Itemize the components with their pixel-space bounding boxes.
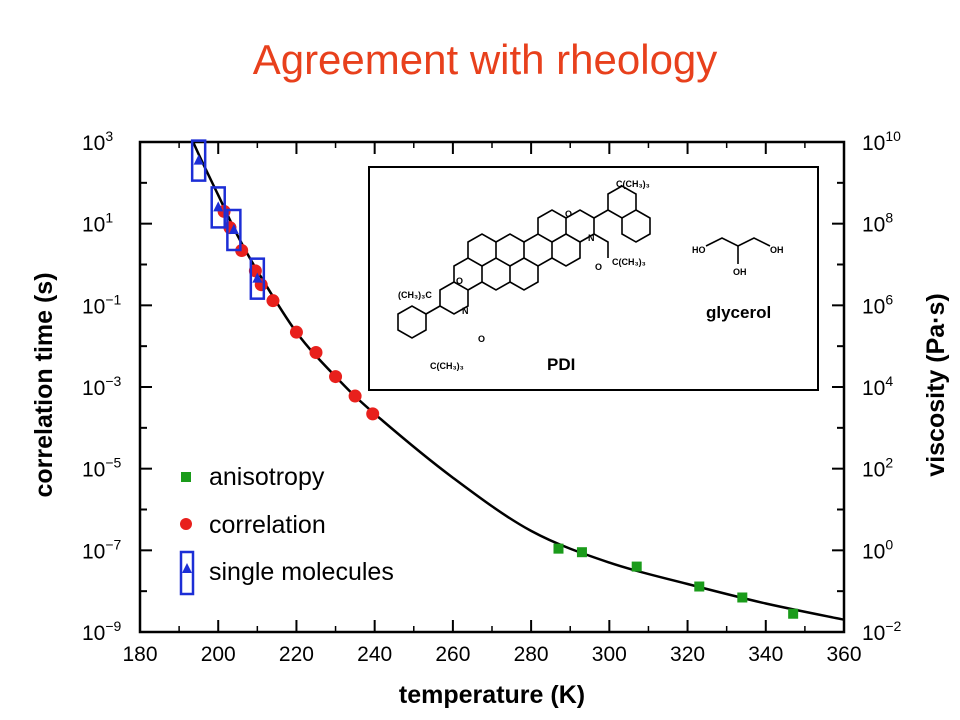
y-tick-label: 10−1	[82, 291, 122, 318]
glycerol-label: glycerol	[706, 303, 771, 322]
x-tick-label: 260	[435, 643, 470, 666]
slide-title: Agreement with rheology	[252, 36, 718, 83]
point-correlation	[266, 294, 280, 308]
tbu-left-label: (CH₃)₃C	[398, 290, 432, 300]
molecule-inset: C(CH₃)₃ C(CH₃)₃ (CH₃)₃C C(CH₃)₃ O O O O …	[368, 166, 819, 391]
y-axis-title: correlation time (s)	[30, 272, 58, 497]
legend-marker-single-molecules-triangle	[182, 563, 192, 573]
point-anisotropy	[737, 592, 748, 603]
inset-frame	[368, 166, 819, 391]
x-tick-label: 280	[514, 643, 549, 666]
x-axis-title: temperature (K)	[399, 681, 585, 709]
y-tick-label: 101	[82, 210, 113, 237]
point-single-molecules	[228, 223, 239, 234]
point-correlation	[248, 264, 262, 278]
y2-axis-title: viscosity (Pa·s)	[922, 293, 950, 476]
axis-tick-labels: 180 200 220 240 260 280 300 320 340 360 103 101 10−1…	[82, 128, 902, 666]
legend-label-correlation: correlation	[209, 511, 326, 539]
nitrogen-label-2: N	[462, 306, 469, 316]
tbu-top-label: C(CH₃)₃	[616, 179, 650, 189]
x-tick-label: 180	[122, 643, 157, 666]
y2-tick-label: 104	[862, 373, 893, 400]
point-anisotropy	[553, 543, 564, 554]
x-tick-label: 240	[357, 643, 392, 666]
axis-ticks	[139, 141, 845, 633]
y-tick-label: 10−3	[82, 373, 122, 400]
point-anisotropy	[576, 547, 587, 558]
point-anisotropy	[631, 561, 642, 572]
oxygen-label-2: O	[595, 262, 602, 272]
y2-tick-label: 106	[862, 291, 893, 318]
point-correlation	[348, 389, 362, 403]
oxygen-label-4: O	[478, 334, 485, 344]
oxygen-label-3: O	[456, 276, 463, 286]
pdi-structure	[397, 185, 771, 339]
x-tick-label: 220	[279, 643, 314, 666]
x-tick-label: 360	[826, 643, 861, 666]
y-tick-label: 10−5	[82, 455, 122, 482]
y2-tick-label: 1010	[862, 128, 901, 155]
tbu-bottom-label: C(CH₃)₃	[430, 361, 464, 371]
point-box-single-molecules	[226, 208, 242, 252]
point-box-single-molecules	[210, 186, 226, 229]
y-tick-label: 103	[82, 128, 113, 155]
point-anisotropy	[694, 581, 705, 592]
hydroxyl-left-label: HO	[692, 245, 706, 255]
x-tick-label: 340	[748, 643, 783, 666]
hydroxyl-bottom-label: OH	[733, 267, 747, 277]
y2-tick-label: 100	[862, 536, 893, 563]
x-tick-label: 320	[670, 643, 705, 666]
point-single-molecules	[213, 201, 224, 212]
point-single-molecules	[193, 154, 204, 165]
tbu-right-label: C(CH₃)₃	[612, 257, 646, 267]
point-correlation	[329, 370, 343, 384]
pdi-label: PDI	[547, 355, 575, 374]
legend-label-single-molecules: single molecules	[209, 558, 394, 586]
point-correlation	[366, 407, 380, 421]
oxygen-label-1: O	[565, 209, 572, 219]
point-correlation	[309, 345, 323, 359]
y-tick-label: 10−7	[82, 536, 122, 563]
y2-tick-label: 10−2	[862, 618, 902, 645]
legend-marker-correlation	[180, 518, 192, 530]
legend-label-anisotropy: anisotropy	[209, 463, 325, 491]
legend-marker-single-molecules-box	[179, 550, 195, 596]
y2-tick-label: 102	[862, 455, 893, 482]
nitrogen-label-1: N	[588, 233, 595, 243]
point-box-single-molecules	[190, 139, 207, 182]
point-anisotropy	[788, 608, 799, 619]
point-single-molecules	[252, 272, 263, 283]
point-correlation	[289, 325, 303, 339]
legend: anisotropy correlation single molecules	[179, 463, 394, 596]
legend-marker-anisotropy	[181, 472, 191, 482]
y2-tick-label: 108	[862, 210, 893, 237]
point-box-single-molecules	[249, 257, 266, 300]
x-tick-label: 300	[592, 643, 627, 666]
hydroxyl-right-label: OH	[770, 245, 784, 255]
x-tick-label: 200	[201, 643, 236, 666]
y-tick-label: 10−9	[82, 618, 122, 645]
point-correlation	[235, 244, 249, 258]
